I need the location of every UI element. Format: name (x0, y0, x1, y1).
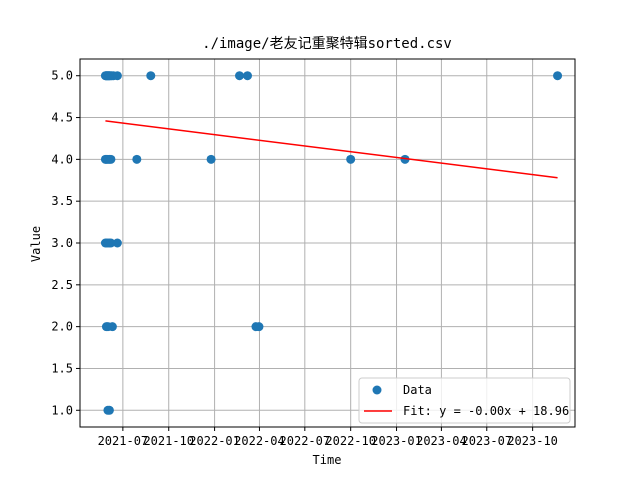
x-tick-label: 2022-07 (280, 434, 331, 448)
x-tick-label: 2021-07 (98, 434, 149, 448)
data-point (146, 71, 156, 81)
axis-ticks: 2021-072021-102022-012022-042022-072022-… (51, 69, 558, 448)
chart-title: ./image/老友记重聚特辑sorted.csv (202, 36, 452, 52)
x-tick-label: 2023-01 (371, 434, 422, 448)
x-tick-label: 2022-01 (189, 434, 240, 448)
data-point (553, 71, 563, 81)
data-point (106, 154, 116, 164)
x-tick-label: 2021-10 (143, 434, 194, 448)
y-tick-label: 5.0 (51, 69, 73, 83)
y-tick-label: 3.5 (51, 194, 73, 208)
data-point (104, 405, 114, 415)
x-tick-label: 2023-04 (416, 434, 467, 448)
data-point (235, 71, 245, 81)
legend: Data Fit: y = -0.00x + 18.96 (358, 377, 571, 424)
data-point (107, 322, 117, 332)
legend-marker-data (372, 385, 382, 395)
x-axis-label: Time (313, 453, 342, 467)
data-point (242, 71, 252, 81)
x-tick-label: 2022-10 (325, 434, 376, 448)
y-axis-label: Value (29, 226, 43, 262)
x-tick-label: 2023-07 (461, 434, 512, 448)
data-point (132, 154, 142, 164)
legend-label: Data (403, 383, 432, 397)
y-tick-label: 4.0 (51, 152, 73, 166)
y-tick-label: 1.5 (51, 361, 73, 375)
data-point (206, 154, 216, 164)
y-tick-label: 4.5 (51, 111, 73, 125)
fit-line (105, 120, 558, 179)
data-point (106, 238, 116, 248)
x-tick-label: 2023-10 (507, 434, 558, 448)
data-point (400, 154, 410, 164)
data-point (254, 322, 264, 332)
y-tick-label: 2.5 (51, 278, 73, 292)
plot-marks (100, 71, 563, 415)
y-tick-label: 3.0 (51, 236, 73, 250)
data-point (346, 154, 356, 164)
x-tick-label: 2022-04 (234, 434, 285, 448)
y-tick-label: 2.0 (51, 320, 73, 334)
data-point (112, 71, 122, 81)
legend-label: Fit: y = -0.00x + 18.96 (403, 404, 569, 418)
data-point (112, 238, 122, 248)
legend-box (358, 377, 571, 424)
y-tick-label: 1.0 (51, 403, 73, 417)
